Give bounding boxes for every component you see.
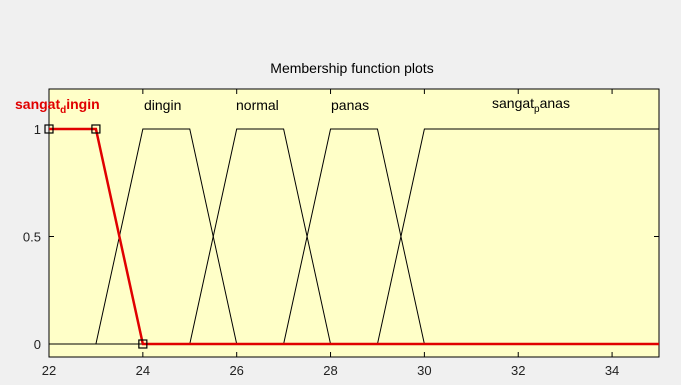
x-tick-label: 34 [605, 363, 619, 378]
plot-area[interactable] [48, 88, 660, 358]
y-tick-label: 0.5 [23, 230, 41, 245]
x-tick-label: 32 [511, 363, 525, 378]
x-tick-label: 26 [229, 363, 243, 378]
series-label-normal[interactable]: normal [236, 97, 279, 113]
series-label-sangat-panas[interactable]: sangatpanas [492, 95, 570, 115]
x-tick-label: 24 [136, 363, 150, 378]
vertex-handle[interactable] [44, 124, 54, 134]
series-label-panas[interactable]: panas [331, 97, 369, 113]
series-label-sangat-dingin[interactable]: sangatdingin [15, 96, 100, 116]
series-label-dingin[interactable]: dingin [144, 97, 181, 113]
y-tick-label: 0 [34, 337, 41, 352]
x-tick-label: 30 [417, 363, 431, 378]
series-line-sangat-dingin[interactable] [49, 127, 659, 346]
x-tick-label: 28 [323, 363, 337, 378]
vertex-handle[interactable] [138, 339, 148, 349]
x-tick-label: 22 [42, 363, 56, 378]
y-tick-label: 1 [34, 122, 41, 137]
vertex-handle[interactable] [91, 124, 101, 134]
chart-title: Membership function plots [270, 60, 433, 76]
